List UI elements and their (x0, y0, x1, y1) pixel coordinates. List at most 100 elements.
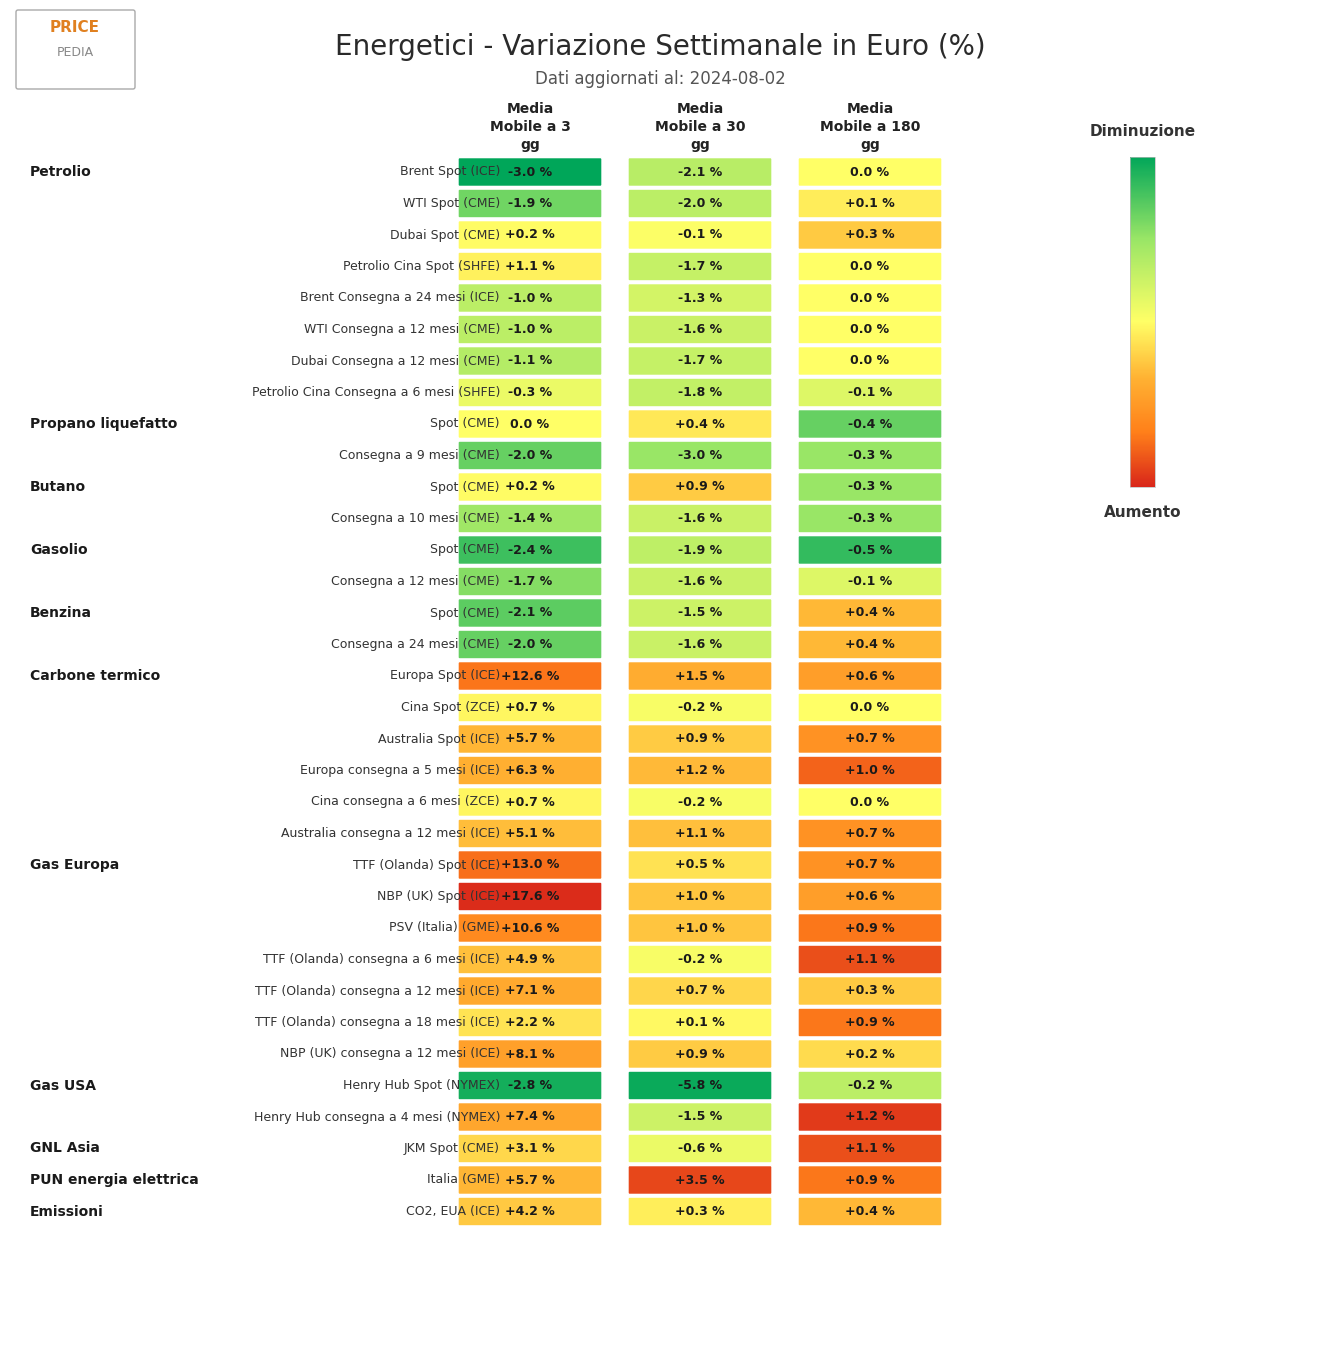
Bar (1130, 297, 1155, 299)
FancyBboxPatch shape (458, 787, 602, 817)
Bar (1130, 228, 1155, 229)
Text: Cina consegna a 6 mesi (ZCE): Cina consegna a 6 mesi (ZCE) (312, 795, 500, 809)
Bar (1130, 399, 1155, 402)
Bar (1130, 289, 1155, 290)
Bar (1130, 472, 1155, 474)
Bar (1130, 457, 1155, 459)
Bar (1130, 254, 1155, 256)
Text: -2.1 %: -2.1 % (678, 166, 722, 179)
Text: -1.6 %: -1.6 % (678, 512, 722, 525)
Bar (1130, 213, 1155, 216)
FancyBboxPatch shape (458, 410, 602, 438)
Bar (1130, 303, 1155, 304)
Text: PSV (Italia) (GME): PSV (Italia) (GME) (389, 921, 500, 935)
Text: +0.9 %: +0.9 % (845, 1174, 895, 1186)
Bar (1130, 176, 1155, 178)
FancyBboxPatch shape (799, 662, 942, 691)
Bar (1130, 419, 1155, 421)
Text: Consegna a 9 mesi (CME): Consegna a 9 mesi (CME) (339, 449, 500, 461)
FancyBboxPatch shape (628, 725, 772, 753)
Bar (1130, 163, 1155, 164)
Bar (1130, 445, 1155, 446)
Text: Gas Europa: Gas Europa (30, 858, 119, 873)
Bar (1130, 434, 1155, 437)
Bar (1130, 270, 1155, 271)
Bar (1130, 159, 1155, 160)
FancyBboxPatch shape (16, 9, 135, 90)
Text: +0.7 %: +0.7 % (845, 859, 895, 871)
Text: Europa consegna a 5 mesi (ICE): Europa consegna a 5 mesi (ICE) (300, 764, 500, 778)
Bar (1130, 422, 1155, 423)
Bar (1130, 161, 1155, 164)
Text: -2.1 %: -2.1 % (508, 607, 552, 620)
Text: +0.3 %: +0.3 % (676, 1205, 725, 1219)
FancyBboxPatch shape (458, 1103, 602, 1132)
Text: +0.4 %: +0.4 % (845, 638, 895, 651)
Text: Aumento: Aumento (1104, 505, 1181, 520)
FancyBboxPatch shape (628, 346, 772, 376)
Bar (1130, 383, 1155, 384)
Bar (1130, 312, 1155, 313)
Bar (1130, 233, 1155, 235)
Text: +0.9 %: +0.9 % (676, 733, 725, 745)
FancyBboxPatch shape (628, 410, 772, 438)
Text: +0.2 %: +0.2 % (845, 1048, 895, 1061)
Text: Energetici - Variazione Settimanale in Euro (%): Energetici - Variazione Settimanale in E… (335, 33, 985, 61)
Bar (1130, 475, 1155, 476)
Bar (1130, 373, 1155, 375)
Bar (1130, 274, 1155, 275)
Bar (1130, 358, 1155, 360)
FancyBboxPatch shape (799, 536, 942, 565)
Bar (1130, 318, 1155, 319)
Bar (1130, 197, 1155, 198)
Text: 0.0 %: 0.0 % (850, 354, 890, 368)
Bar (1130, 210, 1155, 212)
Text: +10.6 %: +10.6 % (500, 921, 560, 935)
Bar (1130, 281, 1155, 282)
Bar (1130, 365, 1155, 366)
Bar (1130, 441, 1155, 442)
Bar (1130, 354, 1155, 356)
FancyBboxPatch shape (628, 1134, 772, 1163)
Bar (1130, 427, 1155, 429)
Bar (1130, 254, 1155, 255)
Bar (1130, 164, 1155, 166)
Text: -2.4 %: -2.4 % (508, 544, 552, 556)
Text: Dati aggiornati al: 2024-08-02: Dati aggiornati al: 2024-08-02 (535, 71, 785, 88)
Text: +1.0 %: +1.0 % (675, 921, 725, 935)
Bar (1130, 185, 1155, 186)
Bar (1130, 463, 1155, 464)
Bar (1130, 266, 1155, 269)
Text: 0.0 %: 0.0 % (850, 292, 890, 304)
Text: Brent Spot (ICE): Brent Spot (ICE) (400, 166, 500, 179)
Bar (1130, 438, 1155, 440)
Bar (1130, 190, 1155, 193)
Text: +0.1 %: +0.1 % (675, 1016, 725, 1029)
Bar (1130, 448, 1155, 449)
Text: +0.4 %: +0.4 % (845, 1205, 895, 1219)
FancyBboxPatch shape (458, 693, 602, 722)
Bar (1130, 376, 1155, 377)
Bar (1130, 248, 1155, 251)
Bar (1130, 255, 1155, 256)
Bar (1130, 172, 1155, 175)
FancyBboxPatch shape (799, 1039, 942, 1068)
Bar (1130, 324, 1155, 327)
Bar (1130, 362, 1155, 364)
FancyBboxPatch shape (458, 1039, 602, 1068)
FancyBboxPatch shape (628, 756, 772, 784)
Bar (1130, 318, 1155, 320)
Text: +0.9 %: +0.9 % (676, 480, 725, 494)
Bar (1130, 250, 1155, 251)
Text: -2.8 %: -2.8 % (508, 1079, 552, 1092)
Bar (1130, 480, 1155, 483)
Bar (1130, 262, 1155, 263)
Bar (1130, 157, 1155, 159)
Text: 0.0 %: 0.0 % (850, 323, 890, 337)
Text: Benzina: Benzina (30, 607, 92, 620)
Bar (1130, 468, 1155, 470)
FancyBboxPatch shape (799, 756, 942, 784)
Bar (1130, 444, 1155, 445)
Bar (1130, 294, 1155, 296)
Bar (1130, 171, 1155, 172)
